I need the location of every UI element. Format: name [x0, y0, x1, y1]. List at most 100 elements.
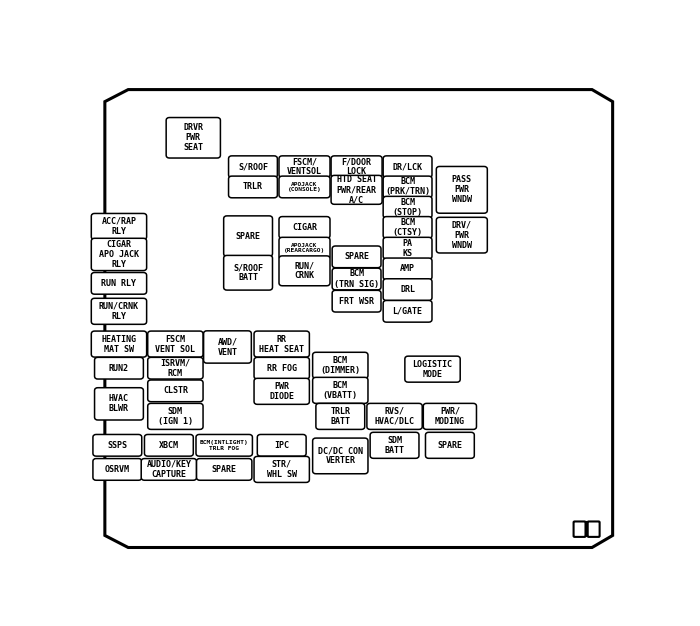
FancyBboxPatch shape: [254, 378, 309, 404]
FancyBboxPatch shape: [94, 357, 144, 379]
Text: BCM
(PRK/TRN): BCM (PRK/TRN): [385, 177, 430, 197]
FancyBboxPatch shape: [383, 156, 432, 178]
Text: BCM(INTLIGHT)
TRLR FOG: BCM(INTLIGHT) TRLR FOG: [199, 440, 248, 451]
Text: XBCM: XBCM: [159, 441, 179, 450]
FancyBboxPatch shape: [93, 459, 141, 480]
Text: F/DOOR
LOCK: F/DOOR LOCK: [342, 157, 372, 177]
FancyBboxPatch shape: [279, 237, 330, 259]
Text: IPC: IPC: [274, 441, 289, 450]
Text: S/ROOF
BATT: S/ROOF BATT: [233, 263, 263, 282]
FancyBboxPatch shape: [94, 387, 144, 420]
FancyBboxPatch shape: [144, 434, 193, 456]
Text: BCM
(TRN SIG): BCM (TRN SIG): [334, 269, 379, 289]
FancyBboxPatch shape: [573, 521, 585, 537]
FancyBboxPatch shape: [91, 331, 146, 357]
Text: RUN/CRNK
RLY: RUN/CRNK RLY: [99, 302, 139, 321]
FancyBboxPatch shape: [313, 352, 368, 378]
FancyBboxPatch shape: [91, 239, 146, 270]
Text: BCM
(STOP): BCM (STOP): [393, 198, 423, 217]
FancyBboxPatch shape: [313, 438, 368, 474]
Text: RUN/
CRNK: RUN/ CRNK: [295, 261, 314, 280]
Text: PWR/
MODING: PWR/ MODING: [435, 407, 465, 426]
FancyBboxPatch shape: [148, 403, 203, 429]
FancyBboxPatch shape: [224, 216, 272, 257]
Text: HVAC
BLWR: HVAC BLWR: [109, 394, 129, 413]
Text: HEATING
MAT SW: HEATING MAT SW: [102, 334, 136, 354]
FancyBboxPatch shape: [197, 459, 252, 480]
Text: OSRVM: OSRVM: [105, 465, 130, 474]
FancyBboxPatch shape: [148, 380, 203, 402]
FancyBboxPatch shape: [254, 456, 309, 483]
FancyBboxPatch shape: [332, 246, 381, 268]
Text: DRVR
PWR
SEAT: DRVR PWR SEAT: [183, 123, 203, 152]
FancyBboxPatch shape: [204, 331, 251, 363]
FancyBboxPatch shape: [405, 356, 460, 382]
Text: APOJACK
(REARCARGO): APOJACK (REARCARGO): [284, 243, 325, 254]
FancyBboxPatch shape: [426, 433, 475, 458]
Text: DC/DC CON
VERTER: DC/DC CON VERTER: [318, 446, 363, 466]
FancyBboxPatch shape: [279, 176, 330, 198]
Text: BCM
(DIMMER): BCM (DIMMER): [321, 356, 360, 375]
Text: RUN2: RUN2: [109, 364, 129, 372]
FancyBboxPatch shape: [91, 213, 146, 240]
Text: SDM
BATT: SDM BATT: [384, 436, 405, 455]
Text: TRLR
BATT: TRLR BATT: [330, 407, 350, 426]
FancyBboxPatch shape: [141, 459, 197, 480]
FancyBboxPatch shape: [383, 258, 432, 280]
Text: PA
KS: PA KS: [402, 239, 412, 258]
Text: DRL: DRL: [400, 285, 415, 294]
Text: FSCM
VENT SOL: FSCM VENT SOL: [155, 334, 195, 354]
FancyBboxPatch shape: [316, 403, 365, 429]
Text: FSCM/
VENTSOL: FSCM/ VENTSOL: [287, 157, 322, 177]
Text: SPARE: SPARE: [211, 465, 237, 474]
FancyBboxPatch shape: [383, 279, 432, 300]
FancyBboxPatch shape: [332, 290, 381, 312]
FancyBboxPatch shape: [331, 156, 382, 178]
Text: SSPS: SSPS: [107, 441, 127, 450]
Text: TRLR: TRLR: [243, 182, 263, 192]
Text: RR
HEAT SEAT: RR HEAT SEAT: [259, 334, 304, 354]
Text: CIGAR: CIGAR: [292, 223, 317, 232]
FancyBboxPatch shape: [436, 167, 487, 213]
Text: LOGISTIC
MODE: LOGISTIC MODE: [412, 359, 452, 379]
FancyBboxPatch shape: [148, 331, 203, 357]
Text: SPARE: SPARE: [438, 441, 463, 450]
FancyBboxPatch shape: [383, 197, 432, 218]
Text: SPARE: SPARE: [236, 232, 260, 240]
Text: AWD/
VENT: AWD/ VENT: [218, 337, 237, 356]
FancyBboxPatch shape: [91, 272, 146, 294]
FancyBboxPatch shape: [254, 331, 309, 357]
FancyBboxPatch shape: [331, 175, 382, 204]
FancyBboxPatch shape: [383, 176, 432, 198]
Text: SPARE: SPARE: [344, 252, 369, 261]
FancyBboxPatch shape: [254, 357, 309, 379]
Text: CLSTR: CLSTR: [163, 386, 188, 396]
Text: FRT WSR: FRT WSR: [339, 297, 374, 305]
FancyBboxPatch shape: [148, 357, 203, 379]
FancyBboxPatch shape: [279, 256, 330, 285]
FancyBboxPatch shape: [332, 268, 381, 290]
Text: CIGAR
APO JACK
RLY: CIGAR APO JACK RLY: [99, 240, 139, 269]
Text: PWR
DIODE: PWR DIODE: [270, 382, 294, 401]
Text: PASS
PWR
WNDW: PASS PWR WNDW: [452, 175, 472, 205]
Text: S/ROOF: S/ROOF: [238, 162, 268, 171]
FancyBboxPatch shape: [224, 255, 272, 290]
Text: SDM
(IGN 1): SDM (IGN 1): [158, 407, 193, 426]
Text: DRV/
PWR
WNDW: DRV/ PWR WNDW: [452, 220, 472, 250]
FancyBboxPatch shape: [228, 156, 277, 178]
FancyBboxPatch shape: [313, 377, 368, 403]
FancyBboxPatch shape: [279, 217, 330, 239]
Text: ACC/RAP
RLY: ACC/RAP RLY: [102, 217, 136, 236]
Text: L/GATE: L/GATE: [393, 307, 423, 316]
FancyBboxPatch shape: [228, 176, 277, 198]
Text: BCM
(CTSY): BCM (CTSY): [393, 218, 423, 237]
Text: AUDIO/KEY
CAPTURE: AUDIO/KEY CAPTURE: [146, 460, 191, 479]
Text: BCM
(VBATT): BCM (VBATT): [323, 381, 358, 400]
FancyBboxPatch shape: [258, 434, 306, 456]
Text: RVS/
HVAC/DLC: RVS/ HVAC/DLC: [374, 407, 414, 426]
Text: DR/LCK: DR/LCK: [393, 162, 423, 171]
FancyBboxPatch shape: [279, 156, 330, 178]
FancyBboxPatch shape: [383, 217, 432, 239]
FancyBboxPatch shape: [383, 237, 432, 259]
Text: RR FOG: RR FOG: [267, 364, 297, 372]
